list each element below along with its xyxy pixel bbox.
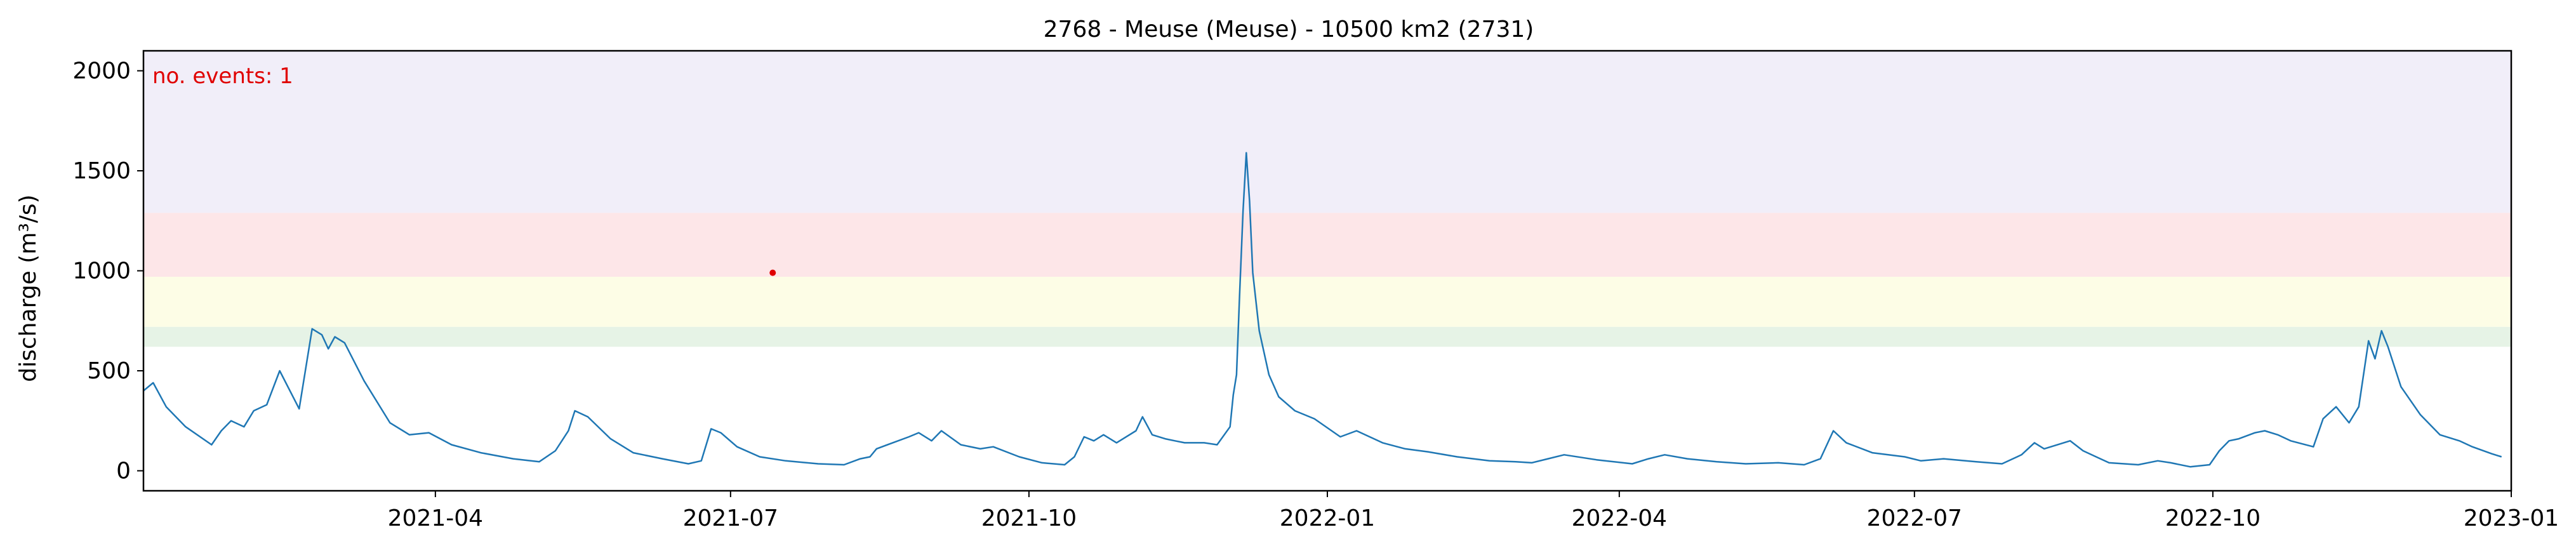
threshold-band-4 <box>143 51 2511 213</box>
discharge-series <box>143 152 2502 468</box>
x-tick-label: 2022-10 <box>2165 505 2261 531</box>
threshold-band-3 <box>143 213 2511 277</box>
x-tick-label: 2021-10 <box>981 505 1077 531</box>
y-tick-label: 1500 <box>72 158 131 184</box>
y-axis-label: discharge (m³/s) <box>15 194 41 382</box>
y-tick-label: 1000 <box>72 258 131 284</box>
x-tick-label: 2022-01 <box>1280 505 1375 531</box>
chart-title: 2768 - Meuse (Meuse) - 10500 km2 (2731) <box>1044 17 1534 43</box>
event-marker <box>769 269 776 276</box>
x-tick-label: 2022-07 <box>1867 505 1962 531</box>
y-tick-label: 500 <box>87 358 131 384</box>
threshold-band-1 <box>143 326 2511 347</box>
y-tick-label: 2000 <box>72 58 131 84</box>
plot-frame <box>142 50 2513 492</box>
threshold-bands <box>143 51 2511 347</box>
x-axis-ticks: 2021-04 2021-07 2021-10 2022-01 2022-04 2022-… <box>388 491 2559 531</box>
events-count-annotation: no. events: 1 <box>152 63 293 89</box>
y-axis-ticks: 0 500 1000 1500 2000 <box>72 58 143 484</box>
discharge-line <box>143 152 2502 468</box>
x-tick-label: 2023-01 <box>2464 505 2559 531</box>
event-markers <box>769 269 776 276</box>
x-tick-label: 2022-04 <box>1572 505 1667 531</box>
x-tick-label: 2021-04 <box>388 505 483 531</box>
x-tick-label: 2021-07 <box>683 505 778 531</box>
threshold-band-2 <box>143 276 2511 327</box>
y-tick-label: 0 <box>116 458 131 484</box>
